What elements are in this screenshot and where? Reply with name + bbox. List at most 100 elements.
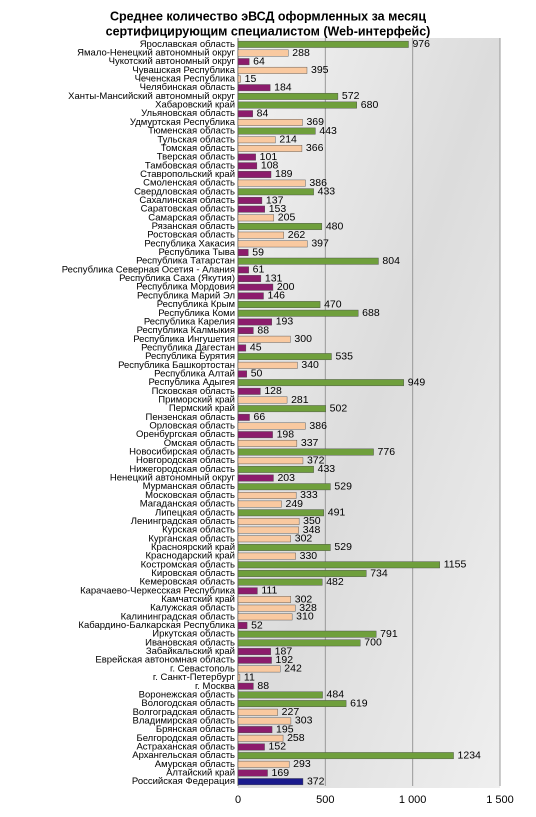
y-tick-label: Псковская область: [152, 386, 235, 397]
value-label: 195: [276, 723, 294, 735]
bar: [237, 622, 248, 629]
value-label: 214: [279, 134, 297, 146]
y-tick-label: Краснодарский край: [146, 551, 235, 562]
y-tick-label: Камчатский край: [161, 594, 235, 605]
y-tick-label: Ульяновская область: [141, 108, 235, 119]
y-tick-label: Новгородская область: [136, 455, 235, 466]
bar: [237, 249, 249, 256]
value-label: 146: [268, 290, 286, 302]
value-label: 369: [306, 116, 324, 128]
value-label: 372: [307, 454, 325, 466]
value-label: 330: [300, 550, 318, 562]
bar: [237, 66, 308, 74]
value-label: 200: [277, 281, 295, 293]
y-tick-label: Саратовская область: [141, 204, 235, 215]
y-tick-label: Пензенская область: [146, 412, 236, 423]
value-label: 193: [276, 316, 294, 328]
plot-area: [238, 38, 500, 788]
value-label: 303: [295, 715, 313, 727]
value-label: 52: [251, 619, 263, 631]
value-label: 302: [295, 533, 313, 545]
bar: [237, 171, 272, 178]
y-tick-label: Приморский край: [158, 395, 235, 406]
bar: [237, 492, 297, 499]
bar: [237, 197, 263, 204]
y-tick-label: Калининградская область: [121, 611, 235, 622]
value-label: 348: [303, 524, 321, 536]
value-label: 372: [307, 775, 325, 787]
bar: [237, 561, 440, 569]
bar: [237, 500, 282, 508]
bar: [237, 518, 300, 525]
x-tick-label: 500: [316, 794, 334, 806]
chart-title: сертифицирующим специалистом (Web-интерф…: [106, 24, 431, 38]
y-tick-label: Удмуртская Республика: [130, 117, 236, 128]
value-label: 688: [362, 307, 380, 319]
value-label: 333: [300, 489, 318, 501]
y-tick-label: Смоленская область: [143, 178, 235, 189]
bar: [237, 639, 361, 647]
value-label: 680: [361, 99, 379, 111]
y-tick-label: Республика Мордовия: [136, 282, 235, 293]
value-label: 791: [380, 628, 398, 640]
value-label: 153: [269, 203, 287, 215]
y-tick-label: Ивановская область: [145, 637, 235, 648]
value-label: 502: [330, 402, 348, 414]
y-tick-label: Курская область: [162, 525, 235, 536]
value-label: 11: [244, 671, 255, 683]
y-tick-label: Ленинградская область: [131, 516, 235, 527]
y-tick-label: Республика Крым: [157, 299, 235, 310]
value-label: 949: [408, 376, 426, 388]
y-tick-label: Кабардино-Балкарская Республика: [78, 620, 235, 631]
bar: [237, 396, 288, 404]
bar: [237, 153, 256, 161]
bar: [237, 101, 357, 109]
y-tick-label: Тюменская область: [148, 126, 235, 137]
x-tick-label: 1 500: [486, 794, 514, 806]
x-tick-label: 1 000: [399, 794, 427, 806]
y-tick-label: Республика Дагестан: [141, 342, 235, 353]
bar: [237, 136, 276, 144]
value-label: 1234: [458, 749, 482, 761]
bar: [237, 318, 272, 326]
bar: [237, 92, 339, 100]
value-label: 572: [342, 90, 360, 102]
value-label: 203: [277, 472, 295, 484]
bar: [237, 578, 323, 586]
y-tick-label: Республика Карелия: [144, 316, 235, 327]
bar: [237, 708, 278, 716]
y-tick-label: Республика Адыгея: [149, 377, 236, 388]
y-tick-label: Калужская область: [150, 603, 235, 614]
value-label: 976: [412, 38, 430, 50]
y-tick-label: Владимирская область: [133, 715, 236, 726]
y-tick-label: Республика Калмыкия: [137, 325, 235, 336]
value-label: 189: [275, 168, 293, 180]
bar: [237, 309, 359, 317]
bar: [237, 760, 290, 768]
bar: [237, 422, 306, 430]
y-tick-label: Оренбургская область: [136, 429, 235, 440]
value-label: 302: [295, 593, 313, 605]
value-label: 1155: [444, 559, 467, 571]
bar: [237, 353, 332, 361]
y-tick-label: Ханты-Мансийский автономный округ: [68, 91, 235, 102]
y-tick-label: Ямало-Ненецкий автономный округ: [77, 48, 235, 59]
value-label: 700: [364, 637, 382, 649]
value-label: 386: [309, 177, 327, 189]
bar: [237, 40, 409, 48]
y-tick-label: Красноярский край: [151, 542, 235, 553]
y-tick-label: Амурская область: [155, 759, 235, 770]
bar: [237, 75, 241, 83]
value-label: 262: [288, 229, 306, 241]
y-tick-label: Чеченская Республика: [135, 74, 236, 85]
y-tick-label: Республика Марий Эл: [137, 290, 235, 301]
value-label: 88: [257, 680, 269, 692]
y-tick-label: Кировская область: [151, 568, 235, 579]
value-label: 366: [306, 142, 324, 154]
y-tick-label: Республика Бурятия: [145, 351, 235, 362]
y-tick-label: Республика Ингушетия: [133, 334, 235, 345]
bar: [237, 596, 291, 603]
y-tick-label: Курганская область: [148, 533, 235, 544]
bar: [237, 474, 274, 482]
y-tick-label: г. Москва: [195, 681, 236, 692]
